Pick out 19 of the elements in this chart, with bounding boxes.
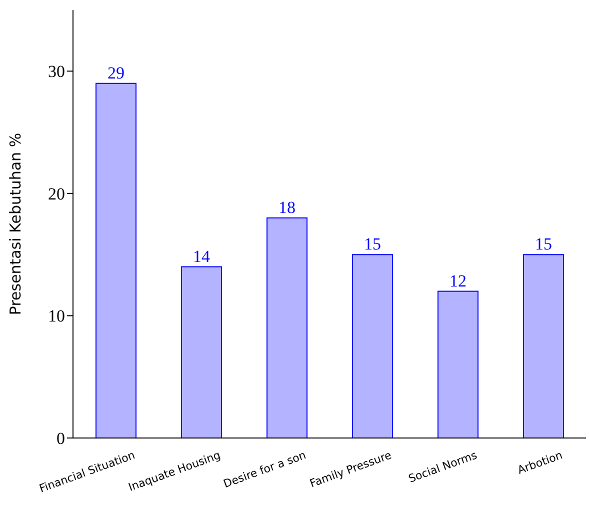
bar: [181, 266, 222, 438]
data-label: 15: [364, 234, 381, 254]
y-tick-label: 10: [48, 306, 65, 326]
bar: [96, 82, 136, 438]
data-label: 15: [535, 234, 552, 254]
x-tick-label: Desire for a son: [222, 448, 308, 491]
x-tick-label: Social Norms: [406, 448, 480, 486]
bar: [352, 254, 393, 438]
data-label: 14: [193, 246, 210, 266]
bar: [266, 217, 308, 438]
data-label: 12: [450, 271, 466, 290]
y-tick-label: 30: [48, 62, 65, 82]
y-tick-label: 20: [48, 184, 65, 204]
bar: [438, 290, 478, 438]
y-tick-label: 0: [56, 429, 65, 448]
bar: [523, 254, 564, 438]
data-label: 29: [108, 63, 124, 82]
y-axis-title: Presentasi Kebutuhan %: [6, 132, 24, 316]
data-label: 18: [278, 198, 296, 217]
